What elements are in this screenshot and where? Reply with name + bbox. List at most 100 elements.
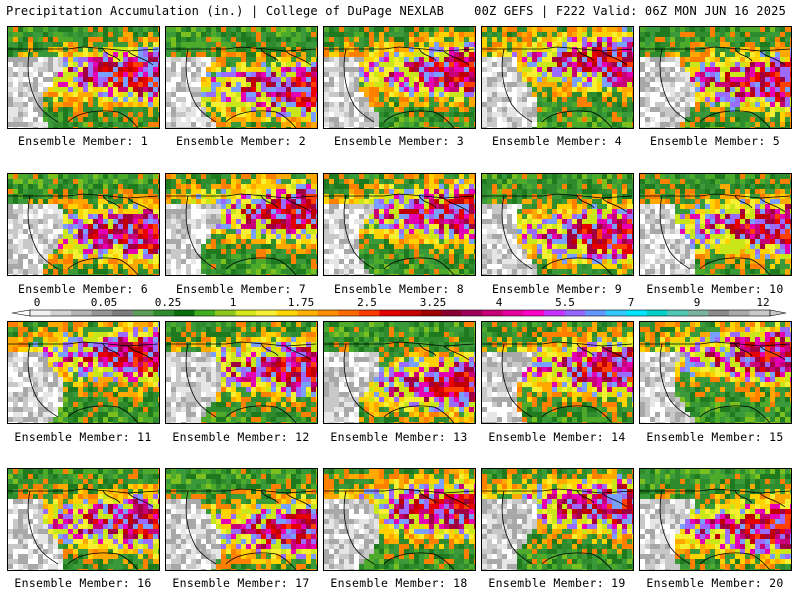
colorbar-swatch — [194, 310, 216, 316]
precipitation-map — [8, 174, 159, 275]
colorbar-max-arrow — [769, 309, 787, 317]
coastline-border — [8, 488, 159, 570]
precipitation-map — [482, 174, 633, 275]
ensemble-member-label: Ensemble Member: 11 — [14, 430, 152, 444]
precipitation-map — [324, 469, 475, 570]
colorbar-tick-label: 9 — [693, 296, 701, 309]
colorbar-swatch — [297, 310, 319, 316]
ensemble-map-panel — [481, 468, 634, 571]
ensemble-member-label: Ensemble Member: 15 — [646, 430, 784, 444]
coastline-border — [482, 341, 633, 423]
ensemble-member-label: Ensemble Member: 2 — [175, 134, 307, 148]
colorbar-swatch — [91, 310, 113, 316]
precipitation-map — [640, 469, 791, 570]
colorbar-swatch — [132, 310, 154, 316]
ensemble-member-label: Ensemble Member: 3 — [333, 134, 465, 148]
coastline-border — [324, 193, 475, 275]
colorbar-swatch — [441, 310, 462, 316]
colorbar-swatch — [420, 310, 442, 316]
colorbar-tick-label: 0.05 — [90, 296, 118, 309]
colorbar-tick-label: 3.25 — [419, 296, 447, 309]
colorbar-swatch — [317, 310, 339, 316]
coastline-border — [166, 46, 317, 128]
coastline-border — [640, 341, 791, 423]
colorbar-swatch — [112, 310, 134, 316]
colorbar-swatch — [687, 310, 709, 316]
colorbar-tick-label: 1.75 — [287, 296, 315, 309]
coastline-border — [640, 488, 791, 570]
precipitation-map — [482, 322, 633, 423]
precipitation-map — [166, 174, 317, 275]
precipitation-map — [166, 27, 317, 128]
ensemble-map-panel — [323, 26, 476, 129]
ensemble-map-panel — [165, 26, 318, 129]
coastline-border — [8, 46, 159, 128]
ensemble-member-label: Ensemble Member: 9 — [491, 282, 623, 296]
ensemble-map-panel — [7, 26, 160, 129]
precipitation-map — [166, 469, 317, 570]
ensemble-member-label: Ensemble Member: 1 — [17, 134, 149, 148]
ensemble-map-panel — [165, 321, 318, 424]
colorbar-swatch — [276, 310, 298, 316]
coastline-border — [482, 488, 633, 570]
ensemble-map-panel — [639, 321, 792, 424]
colorbar-swatch — [400, 310, 421, 316]
precipitation-map — [482, 27, 633, 128]
ensemble-member-label: Ensemble Member: 12 — [172, 430, 310, 444]
ensemble-member-label: Ensemble Member: 19 — [488, 576, 626, 590]
colorbar-tick-label: 5.5 — [555, 296, 575, 309]
precipitation-map — [640, 322, 791, 423]
colorbar-tick-label: 12 — [756, 296, 770, 309]
coastline-border — [324, 46, 475, 128]
precipitation-map — [166, 322, 317, 423]
colorbar-swatch — [50, 310, 72, 316]
colorbar-swatch — [626, 310, 647, 316]
coastline-border — [8, 341, 159, 423]
coastline-border — [640, 193, 791, 275]
ensemble-map-panel — [639, 173, 792, 276]
colorbar-swatch — [30, 310, 51, 316]
colorbar-swatch — [749, 310, 771, 316]
coastline-border — [482, 193, 633, 275]
colorbar-swatch — [605, 310, 627, 316]
precipitation-map — [8, 469, 159, 570]
colorbar-swatch — [71, 310, 92, 316]
colorbar-swatch — [543, 310, 565, 316]
coastline-border — [324, 488, 475, 570]
coastline-border — [166, 193, 317, 275]
ensemble-member-label: Ensemble Member: 20 — [646, 576, 784, 590]
colorbar-swatch — [256, 310, 277, 316]
colorbar-swatch — [646, 310, 668, 316]
coastline-border — [8, 193, 159, 275]
colorbar-swatch — [564, 310, 586, 316]
coastline-border — [166, 488, 317, 570]
colorbar-swatch — [482, 310, 504, 316]
precipitation-map — [324, 27, 475, 128]
colorbar-tick-label: 2.5 — [357, 296, 377, 309]
ensemble-map-panel — [481, 321, 634, 424]
ensemble-map-panel — [323, 173, 476, 276]
colorbar-swatch — [235, 310, 257, 316]
colorbar-swatch — [502, 310, 524, 316]
ensemble-member-label: Ensemble Member: 13 — [330, 430, 468, 444]
colorbar-tick-label: 7 — [627, 296, 635, 309]
ensemble-member-label: Ensemble Member: 8 — [333, 282, 465, 296]
ensemble-member-label: Ensemble Member: 14 — [488, 430, 626, 444]
colorbar-tick-label: 0 — [33, 296, 41, 309]
ensemble-map-panel — [323, 468, 476, 571]
precipitation-map — [8, 322, 159, 423]
ensemble-map-panel — [7, 468, 160, 571]
ensemble-map-panel — [7, 173, 160, 276]
colorbar-swatch — [173, 310, 195, 316]
colorbar-swatch — [215, 310, 236, 316]
ensemble-member-label: Ensemble Member: 5 — [649, 134, 781, 148]
precipitation-map — [640, 27, 791, 128]
colorbar-swatch — [667, 310, 689, 316]
ensemble-member-label: Ensemble Member: 10 — [646, 282, 784, 296]
ensemble-member-label: Ensemble Member: 4 — [491, 134, 623, 148]
precipitation-map — [324, 174, 475, 275]
colorbar-tick-label: 1 — [229, 296, 237, 309]
ensemble-member-label: Ensemble Member: 6 — [17, 282, 149, 296]
precipitation-map — [640, 174, 791, 275]
ensemble-map-panel — [481, 26, 634, 129]
